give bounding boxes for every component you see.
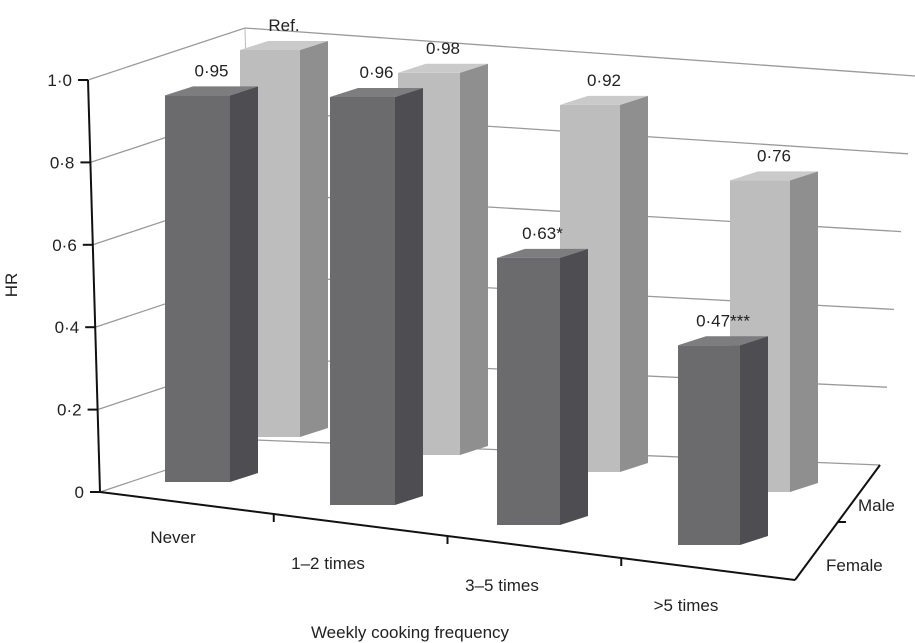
- y-tick-label: 0·2: [57, 401, 82, 420]
- bar-side-face: [460, 63, 488, 456]
- bar-side-face: [560, 248, 588, 525]
- x-axis-title: Weekly cooking frequency: [311, 623, 510, 642]
- bar-front-face: [497, 257, 560, 525]
- data-label: 0·96: [359, 63, 393, 82]
- data-label: 0·76: [757, 146, 791, 165]
- x-tick-label: >5 times: [654, 596, 719, 615]
- bar-top-face: [240, 41, 328, 50]
- y-tick-label: 1·0: [47, 71, 72, 90]
- data-label: 0·63*: [522, 224, 563, 243]
- bar-top-face: [330, 88, 423, 97]
- depth-axis-line: [794, 464, 881, 581]
- bar-top-face: [730, 171, 818, 181]
- labels: HR Weekly cooking frequency Never 1–2 ti…: [2, 273, 895, 642]
- y-axis-title: HR: [2, 273, 21, 298]
- bar-front-face: [330, 97, 395, 505]
- bar-front-face: [165, 95, 230, 482]
- bar-top-face: [398, 63, 488, 73]
- bar-front-face: [678, 345, 740, 545]
- data-label: 0·47***: [696, 311, 750, 330]
- y-axis-line: [87, 79, 101, 493]
- bar-side-face: [395, 88, 423, 505]
- bar-side-face: [300, 41, 328, 437]
- bar-top-face: [165, 86, 258, 96]
- female-bars: 0·95 0·96 0·63* 0·47***: [165, 61, 768, 545]
- female-bar-2: 0·63*: [497, 224, 588, 525]
- bar-side-face: [230, 86, 258, 482]
- male-bar-3: 0·76: [730, 146, 818, 492]
- bar-top-face: [497, 248, 588, 258]
- female-bar-1: 0·96: [330, 63, 423, 505]
- x-tick-label: 1–2 times: [291, 554, 365, 573]
- data-label: 0·92: [587, 71, 621, 90]
- bar-top-face: [678, 336, 768, 346]
- bar-side-face: [740, 336, 768, 545]
- y-tick-label: 0·6: [52, 236, 77, 255]
- y-tick-label: 0·4: [55, 318, 80, 337]
- x-tick-label: 3–5 times: [465, 576, 539, 595]
- data-label: 0·98: [426, 39, 460, 58]
- bar-side-face: [620, 95, 648, 473]
- data-label: 0·95: [194, 61, 228, 80]
- x-tick-label: Never: [150, 528, 196, 547]
- axes: 0 0·2 0·4 0·6 0·8 1·0: [47, 71, 881, 581]
- y-tick-label: 0·8: [50, 153, 75, 172]
- y-tick-label: 0: [75, 483, 84, 502]
- depth-label-male: Male: [858, 496, 895, 515]
- female-bar-0: 0·95: [165, 61, 258, 482]
- female-bar-3: 0·47***: [678, 311, 768, 545]
- bar-top-face: [560, 95, 648, 105]
- bar-side-face: [790, 171, 818, 492]
- depth-label-female: Female: [826, 556, 883, 575]
- data-label: Ref.: [268, 16, 299, 35]
